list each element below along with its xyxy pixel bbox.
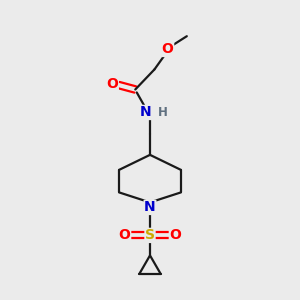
Text: O: O: [119, 228, 130, 242]
Text: N: N: [140, 106, 152, 119]
Text: O: O: [162, 42, 174, 56]
Text: O: O: [106, 76, 118, 91]
Text: H: H: [158, 106, 168, 119]
Text: O: O: [169, 228, 181, 242]
Text: S: S: [145, 228, 155, 242]
Text: N: N: [144, 200, 156, 214]
